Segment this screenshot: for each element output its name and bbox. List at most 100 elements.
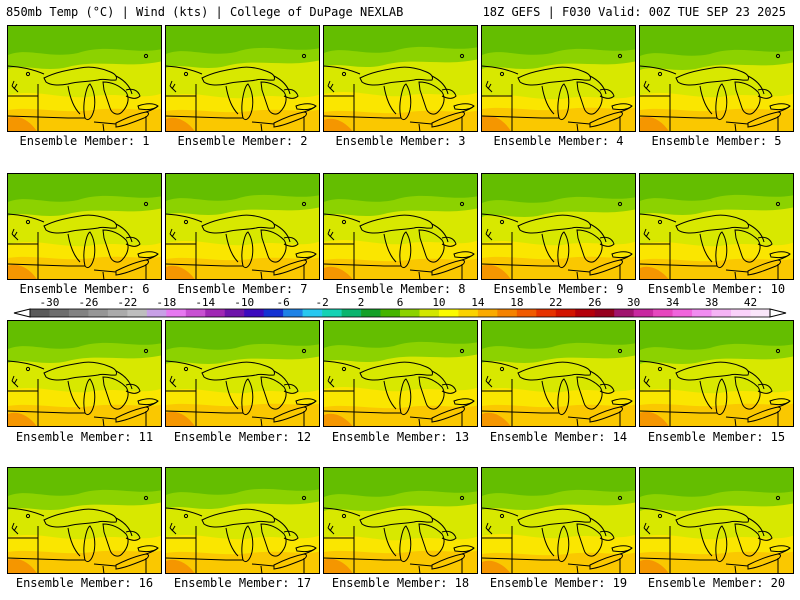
colorbar-tick-label: 30 — [627, 296, 640, 309]
ensemble-member-map — [481, 25, 636, 132]
ensemble-member-map — [323, 173, 478, 280]
colorbar-swatch — [302, 309, 323, 317]
colorbar-swatch — [438, 309, 459, 317]
ensemble-member-map — [323, 25, 478, 132]
ensemble-member-label: Ensemble Member: 14 — [489, 430, 628, 444]
colorbar-swatch — [653, 309, 673, 317]
colorbar-tick-label: -26 — [78, 296, 98, 309]
ensemble-member-map — [165, 320, 320, 427]
colorbar-swatch — [30, 309, 50, 317]
header-title: 850mb Temp (°C) | Wind (kts) | College o… — [6, 5, 404, 19]
colorbar-swatch — [185, 309, 206, 317]
colorbar-swatch — [361, 309, 381, 317]
ensemble-member-label: Ensemble Member: 13 — [331, 430, 470, 444]
ensemble-member-map — [323, 467, 478, 574]
ensemble-member-map — [7, 25, 162, 132]
colorbar-swatch — [224, 309, 245, 317]
colorbar-tick-label: -6 — [277, 296, 290, 309]
ensemble-member-map — [165, 173, 320, 280]
colorbar-tick-label: 10 — [432, 296, 445, 309]
ensemble-member-map — [481, 467, 636, 574]
ensemble-member-map — [7, 173, 162, 280]
ensemble-member-map — [481, 320, 636, 427]
ensemble-member-label: Ensemble Member: 12 — [173, 430, 312, 444]
colorbar-swatch — [68, 309, 89, 317]
colorbar-tick-label: -18 — [156, 296, 176, 309]
ensemble-member-label: Ensemble Member: 8 — [335, 282, 466, 296]
colorbar-swatch — [400, 309, 420, 317]
colorbar-swatch — [88, 309, 109, 317]
ensemble-member-map — [639, 25, 794, 132]
ensemble-member-label: Ensemble Member: 5 — [651, 134, 782, 148]
ensemble-member-label: Ensemble Member: 1 — [19, 134, 150, 148]
colorbar-swatch — [750, 309, 771, 317]
colorbar-tick-label: 6 — [397, 296, 404, 309]
colorbar-swatch — [283, 309, 303, 317]
colorbar-tick-label: -14 — [195, 296, 215, 309]
ensemble-member-label: Ensemble Member: 9 — [493, 282, 624, 296]
ensemble-member-label: Ensemble Member: 20 — [647, 576, 786, 590]
colorbar-tick-label: 38 — [705, 296, 718, 309]
colorbar-swatch — [477, 309, 498, 317]
colorbar-swatch — [107, 309, 128, 317]
ensemble-member-map — [7, 320, 162, 427]
colorbar-swatch — [458, 309, 479, 317]
colorbar-frame — [29, 308, 771, 318]
colorbar-swatch — [731, 309, 751, 317]
colorbar-tick-label: -10 — [234, 296, 254, 309]
colorbar-swatch — [322, 309, 342, 317]
colorbar-tick-label: -30 — [40, 296, 60, 309]
ensemble-member-label: Ensemble Member: 6 — [19, 282, 150, 296]
colorbar-arrow-left — [13, 308, 31, 318]
ensemble-member-label: Ensemble Member: 15 — [647, 430, 786, 444]
colorbar-swatch — [672, 309, 693, 317]
ensemble-member-label: Ensemble Member: 3 — [335, 134, 466, 148]
ensemble-member-map — [165, 25, 320, 132]
ensemble-member-label: Ensemble Member: 11 — [15, 430, 154, 444]
colorbar-swatch — [575, 309, 596, 317]
colorbar-arrow-right — [769, 308, 787, 318]
colorbar-swatch — [341, 309, 362, 317]
colorbar-swatch — [633, 309, 654, 317]
ensemble-member-map — [7, 467, 162, 574]
colorbar-tick-label: 22 — [549, 296, 562, 309]
ensemble-member-map — [639, 467, 794, 574]
colorbar-tick-label: 26 — [588, 296, 601, 309]
colorbar-tick-label: 2 — [358, 296, 365, 309]
temperature-colorbar: -30 -26 -22 -18 -14 -10 -6 -2 2 6 10 14 18 22 26 30 34 38… — [13, 296, 787, 318]
ensemble-member-map — [639, 320, 794, 427]
ensemble-member-label: Ensemble Member: 16 — [15, 576, 154, 590]
colorbar-tick-label: 42 — [744, 296, 757, 309]
colorbar-swatch — [205, 309, 226, 317]
colorbar-swatch — [692, 309, 712, 317]
colorbar-swatch — [614, 309, 634, 317]
ensemble-member-label: Ensemble Member: 2 — [177, 134, 308, 148]
ensemble-member-map — [323, 320, 478, 427]
colorbar-tick-label: 14 — [471, 296, 485, 309]
ensemble-member-map — [481, 173, 636, 280]
header-valid-time: 18Z GEFS | F030 Valid: 00Z TUE SEP 23 20… — [482, 5, 786, 19]
colorbar-swatch — [263, 309, 284, 317]
colorbar-tick-label: -22 — [117, 296, 137, 309]
colorbar-swatch — [49, 309, 70, 317]
colorbar-swatch — [594, 309, 615, 317]
colorbar-swatch — [516, 309, 537, 317]
ensemble-member-label: Ensemble Member: 10 — [647, 282, 786, 296]
ensemble-member-label: Ensemble Member: 18 — [331, 576, 470, 590]
ensemble-member-map — [165, 467, 320, 574]
ensemble-member-label: Ensemble Member: 4 — [493, 134, 624, 148]
colorbar-swatch — [380, 309, 401, 317]
ensemble-member-label: Ensemble Member: 17 — [173, 576, 312, 590]
colorbar-swatch — [244, 309, 264, 317]
colorbar-tick-label: 34 — [666, 296, 680, 309]
colorbar-swatch — [536, 309, 557, 317]
colorbar-swatch — [555, 309, 576, 317]
colorbar-swatch — [419, 309, 440, 317]
colorbar-swatch — [146, 309, 167, 317]
ensemble-member-label: Ensemble Member: 7 — [177, 282, 308, 296]
colorbar-tick-label: -2 — [315, 296, 328, 309]
colorbar-swatch — [497, 309, 518, 317]
colorbar-tick-label: 18 — [510, 296, 523, 309]
ensemble-member-map — [639, 173, 794, 280]
colorbar-swatch — [127, 309, 148, 317]
